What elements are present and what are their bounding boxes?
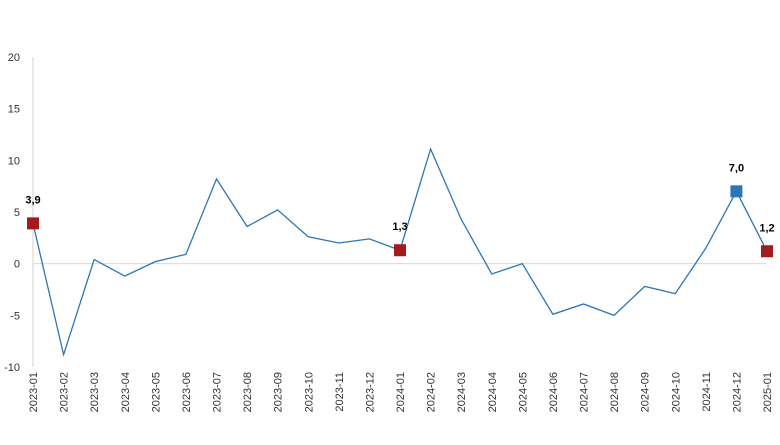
x-tick-label: 2024-09 xyxy=(640,372,652,412)
marker xyxy=(730,185,743,198)
x-tick-label: 2023-11 xyxy=(334,372,346,412)
x-tick-label: 2023-12 xyxy=(364,372,376,412)
data-label: 1,2 xyxy=(759,222,774,234)
x-tick-label: 2023-02 xyxy=(59,372,71,412)
marker xyxy=(761,245,773,258)
x-tick-label: 2023-03 xyxy=(89,372,101,412)
x-tick-label: 2024-06 xyxy=(548,372,560,412)
data-label: 3,9 xyxy=(25,194,40,206)
y-tick-label: 0 xyxy=(14,259,20,271)
x-tick-label: 2023-07 xyxy=(212,372,224,412)
x-tick-label: 2024-03 xyxy=(456,372,468,412)
x-tick-label: 2023-08 xyxy=(242,372,254,412)
x-tick-label: 2023-06 xyxy=(181,372,193,412)
x-tick-label: 2023-04 xyxy=(120,372,132,412)
data-label: 1,3 xyxy=(392,221,407,233)
y-tick-label: -5 xyxy=(10,310,20,322)
y-tick-label: 10 xyxy=(8,155,20,167)
y-tick-label: 5 xyxy=(14,207,20,219)
x-tick-label: 2023-01 xyxy=(28,372,40,412)
y-tick-label: -10 xyxy=(4,362,20,374)
x-tick-label: 2024-11 xyxy=(701,372,713,412)
x-tick-label: 2024-02 xyxy=(426,372,438,412)
x-tick-label: 2024-08 xyxy=(609,372,621,412)
x-tick-label: 2024-05 xyxy=(517,372,529,412)
x-tick-label: 2023-09 xyxy=(273,372,285,412)
x-tick-label: 2024-04 xyxy=(487,372,499,412)
y-tick-label: 15 xyxy=(8,104,20,116)
marker xyxy=(394,244,406,257)
x-tick-label: 2024-12 xyxy=(731,372,743,412)
x-tick-label: 2024-10 xyxy=(670,372,682,412)
marker xyxy=(27,217,39,230)
x-tick-label: 2025-01 xyxy=(762,372,774,412)
x-tick-label: 2023-10 xyxy=(303,372,315,412)
x-tick-label: 2024-07 xyxy=(579,372,591,412)
x-tick-label: 2024-01 xyxy=(395,372,407,412)
x-tick-label: 2023-05 xyxy=(150,372,162,412)
y-tick-label: 20 xyxy=(8,52,20,64)
data-label: 7,0 xyxy=(729,162,744,174)
